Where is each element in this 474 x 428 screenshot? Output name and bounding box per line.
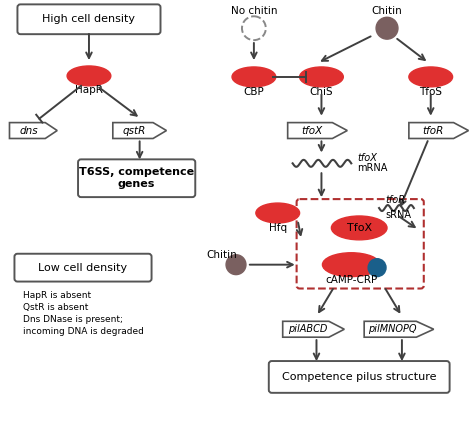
- FancyBboxPatch shape: [269, 361, 450, 393]
- Polygon shape: [288, 122, 347, 139]
- FancyBboxPatch shape: [297, 199, 424, 288]
- Ellipse shape: [256, 203, 300, 223]
- Text: pilMNOPQ: pilMNOPQ: [368, 324, 416, 334]
- Ellipse shape: [331, 216, 387, 240]
- Text: HapR is absent
QstR is absent
Dns DNase is present;
incoming DNA is degraded: HapR is absent QstR is absent Dns DNase …: [23, 291, 144, 336]
- Text: T6SS, competence
genes: T6SS, competence genes: [79, 167, 194, 189]
- Text: sRNA: sRNA: [385, 210, 411, 220]
- Circle shape: [226, 255, 246, 275]
- Text: qstR: qstR: [123, 125, 146, 136]
- Text: No chitin: No chitin: [231, 6, 277, 16]
- Ellipse shape: [300, 67, 343, 87]
- Ellipse shape: [409, 67, 453, 87]
- Circle shape: [368, 259, 386, 276]
- FancyBboxPatch shape: [18, 4, 161, 34]
- Polygon shape: [283, 321, 344, 337]
- Text: Chitin: Chitin: [372, 6, 402, 16]
- Text: HapR: HapR: [75, 85, 103, 95]
- Text: dns: dns: [19, 125, 38, 136]
- Ellipse shape: [67, 66, 111, 86]
- Text: ChiS: ChiS: [310, 87, 333, 97]
- Circle shape: [376, 17, 398, 39]
- Text: Chitin: Chitin: [207, 250, 237, 260]
- Text: tfoX: tfoX: [301, 125, 322, 136]
- Text: tfoX: tfoX: [357, 153, 377, 163]
- Text: TfoX: TfoX: [346, 223, 372, 233]
- Polygon shape: [364, 321, 434, 337]
- Polygon shape: [9, 122, 57, 139]
- Text: mRNA: mRNA: [357, 163, 388, 173]
- Ellipse shape: [322, 253, 380, 276]
- Text: tfoR: tfoR: [385, 195, 405, 205]
- Text: cAMP-CRP: cAMP-CRP: [325, 275, 377, 285]
- FancyBboxPatch shape: [14, 254, 152, 282]
- FancyBboxPatch shape: [78, 159, 195, 197]
- Polygon shape: [409, 122, 468, 139]
- Text: Competence pilus structure: Competence pilus structure: [282, 372, 437, 382]
- Text: pilABCD: pilABCD: [288, 324, 327, 334]
- Text: Low cell density: Low cell density: [38, 263, 128, 273]
- Text: TfoS: TfoS: [419, 87, 442, 97]
- Ellipse shape: [232, 67, 276, 87]
- Text: tfoR: tfoR: [422, 125, 443, 136]
- Polygon shape: [113, 122, 166, 139]
- Text: CBP: CBP: [244, 87, 264, 97]
- Text: High cell density: High cell density: [43, 14, 136, 24]
- Text: Hfq: Hfq: [269, 223, 287, 233]
